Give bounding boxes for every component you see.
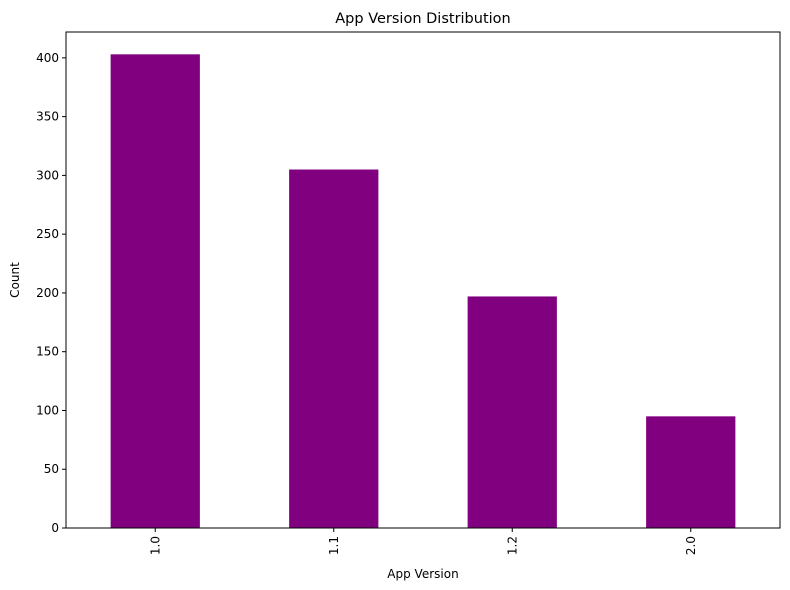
- y-tick-label: 350: [36, 110, 59, 124]
- x-tick-label: 2.0: [684, 536, 698, 555]
- chart-title: App Version Distribution: [335, 11, 510, 27]
- x-tick-label: 1.1: [327, 536, 341, 555]
- y-tick-label: 400: [36, 51, 59, 65]
- y-tick-label: 150: [36, 345, 59, 359]
- bar-1.2: [467, 296, 557, 528]
- x-axis-label: App Version: [387, 567, 458, 581]
- bars-group: [110, 54, 736, 528]
- y-tick-label: 50: [44, 462, 59, 476]
- y-tick-label: 0: [51, 521, 59, 535]
- x-tick-label: 1.2: [505, 536, 519, 555]
- bar-1.1: [289, 169, 379, 528]
- bar-2.0: [646, 416, 736, 528]
- y-tick-label: 100: [36, 403, 59, 417]
- bar-1.0: [110, 54, 200, 528]
- x-axis-ticks: 1.0 1.1 1.2 2.0: [148, 528, 698, 555]
- y-tick-label: 200: [36, 286, 59, 300]
- y-tick-label: 300: [36, 168, 59, 182]
- y-tick-label: 250: [36, 227, 59, 241]
- plot-frame: [65, 31, 781, 529]
- x-tick-label: 1.0: [148, 536, 162, 555]
- y-axis-ticks: 0 50 100 150 200 250 300 350 400: [36, 51, 66, 535]
- y-axis-label: Count: [8, 262, 22, 298]
